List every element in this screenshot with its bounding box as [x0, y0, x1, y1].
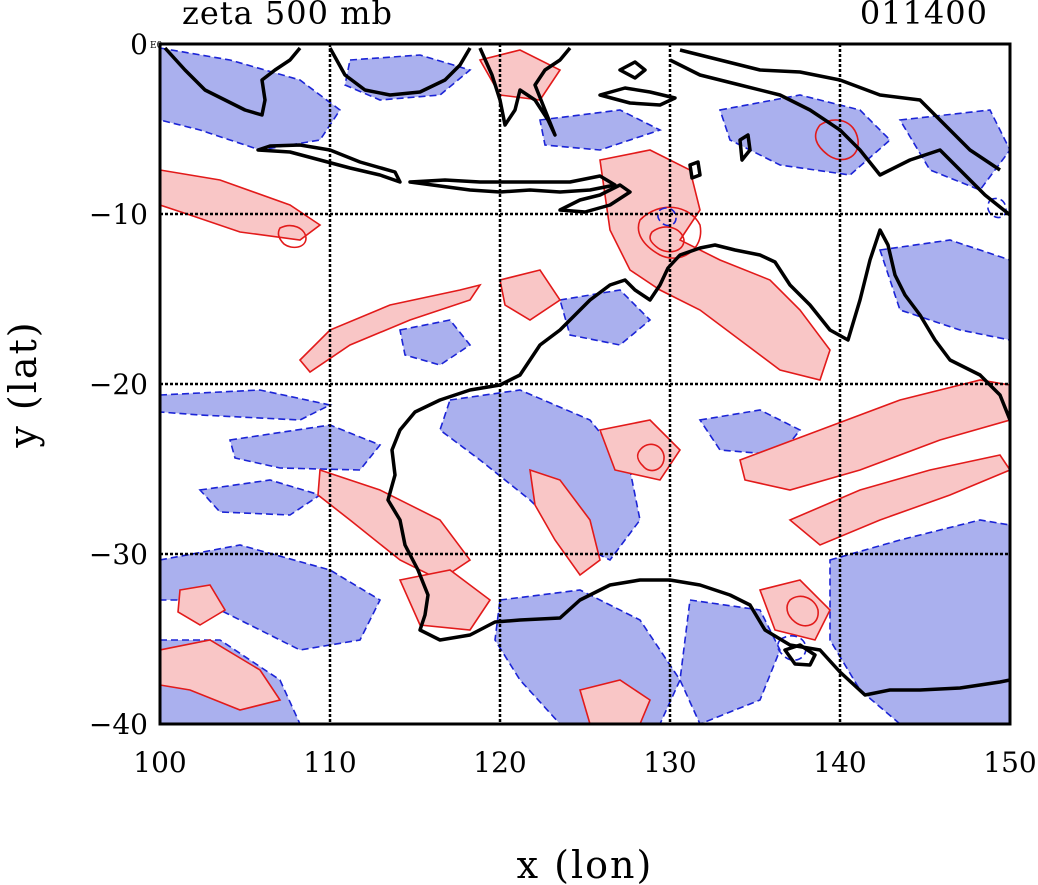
timor-coastline — [558, 183, 632, 214]
new-guinea-coastline — [669, 58, 1010, 217]
chart-title: zeta 500 mb — [182, 0, 393, 32]
coastlines — [163, 46, 1010, 697]
contour-lines — [277, 119, 1007, 661]
borneo-coastline — [328, 47, 472, 97]
y-tick-label: 0 — [130, 28, 148, 61]
positive-vorticity-regions — [160, 49, 1010, 724]
sumatra-coastline — [163, 46, 302, 117]
new-guinea-north-coast — [679, 48, 1001, 172]
australia-coastline — [386, 383, 1010, 697]
sulawesi-coastline — [478, 46, 572, 137]
x-tick-label: 140 — [813, 746, 866, 779]
x-tick-label: 110 — [303, 746, 356, 779]
timestamp-label: 011400 — [860, 0, 988, 32]
plot-area — [160, 44, 1010, 724]
x-axis-ticks: 100 110 120 130 140 150 — [133, 746, 1036, 779]
nusa-tenggara-coastline — [408, 174, 617, 194]
x-axis-label: x (lon) — [517, 843, 654, 885]
corner-label: E0 — [150, 41, 163, 51]
y-tick-label: −40 — [89, 708, 148, 741]
y-axis-ticks: 0 −10 −20 −30 −40 — [89, 28, 148, 741]
x-tick-label: 120 — [473, 746, 526, 779]
small-island-coastline — [738, 133, 752, 162]
y-tick-label: −20 — [89, 368, 148, 401]
java-coastline — [256, 143, 402, 184]
y-axis-label: y (lat) — [1, 320, 45, 448]
x-tick-label: 130 — [643, 746, 696, 779]
halmahera-coastline — [618, 60, 647, 80]
small-island-coastline — [688, 160, 702, 180]
maluku-coastline — [598, 86, 677, 107]
y-tick-label: −30 — [89, 538, 148, 571]
x-tick-label: 150 — [983, 746, 1036, 779]
x-tick-label: 100 — [133, 746, 186, 779]
tasmania-coastline — [783, 643, 817, 667]
north-australia-coastline — [499, 228, 1010, 421]
plot-frame — [158, 42, 1012, 726]
y-tick-label: −10 — [89, 198, 148, 231]
